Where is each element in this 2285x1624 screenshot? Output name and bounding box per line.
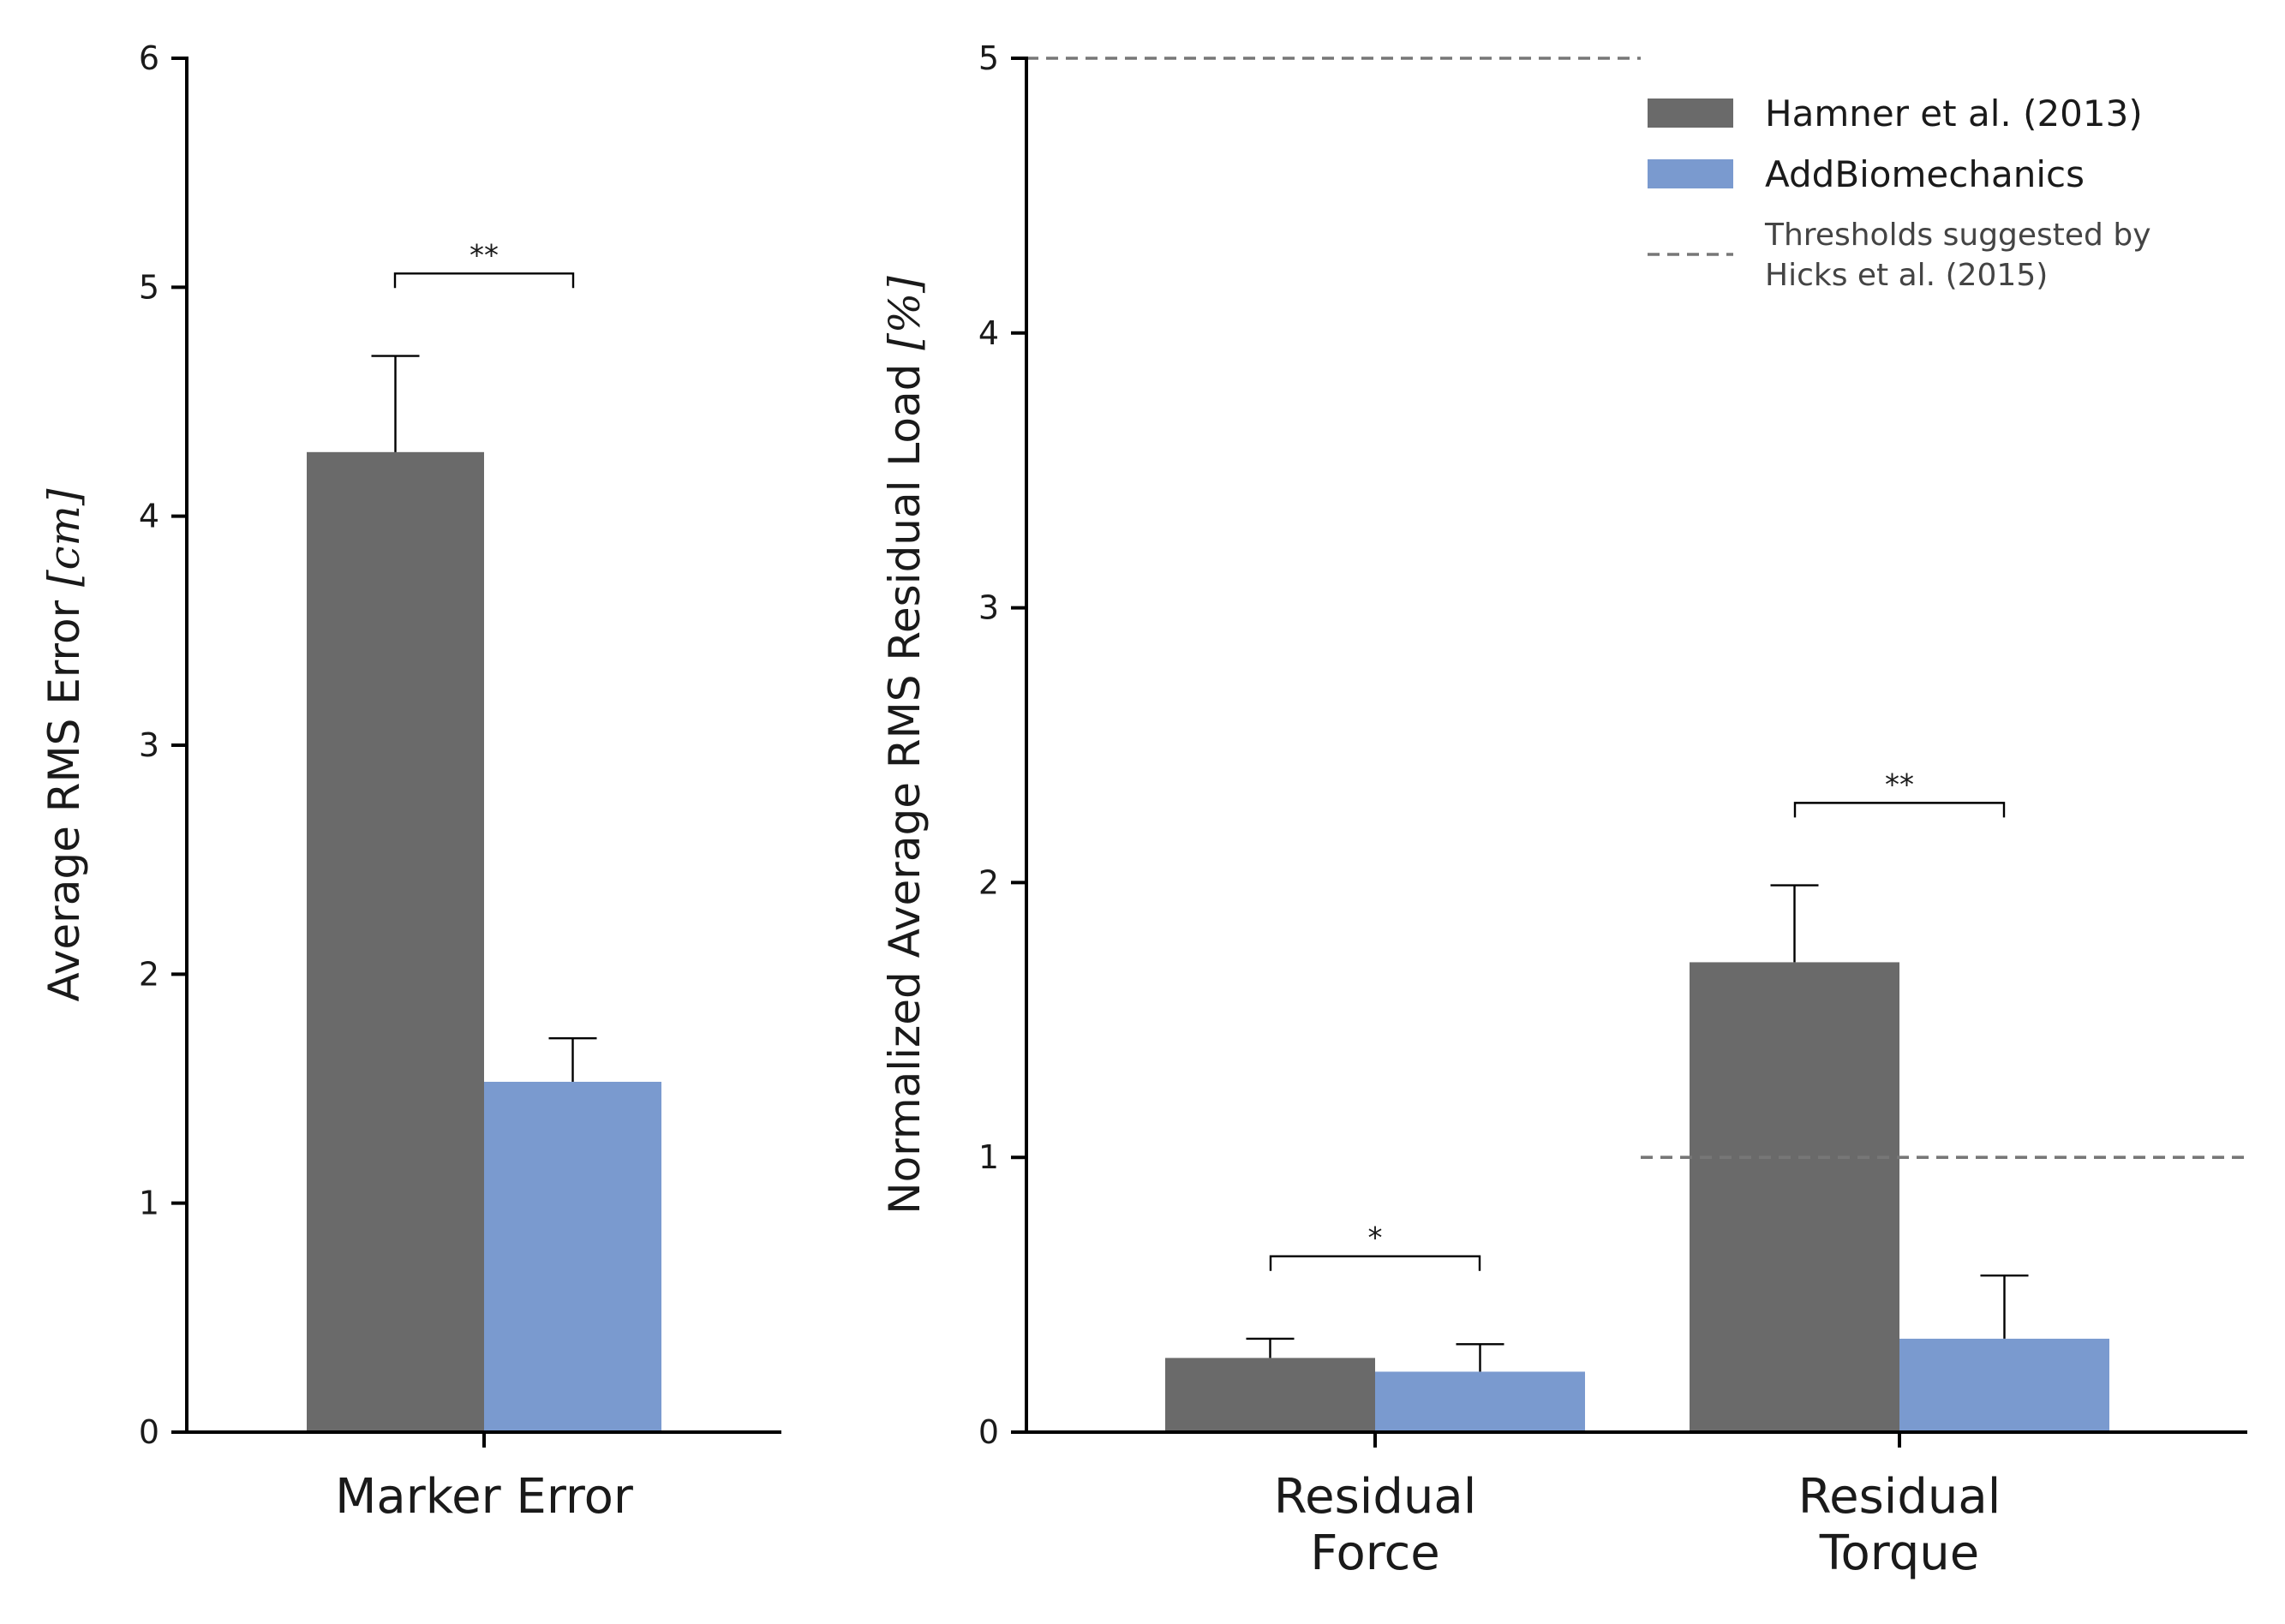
error-bar-addbio-1 [1980, 1274, 2029, 1339]
y-tick-label: 2 [139, 955, 159, 993]
x-category-label-line: Force [1310, 1525, 1440, 1581]
significance-bracket-0: ** [393, 238, 575, 289]
legend-label-hamner: Hamner et al. (2013) [1765, 93, 2143, 134]
y-tick-label: 1 [978, 1138, 999, 1176]
x-category-label-line: Torque [1819, 1525, 1979, 1581]
x-category-label-line: Residual [1274, 1469, 1477, 1525]
y-tick-label: 0 [978, 1413, 999, 1451]
y-tick-label: 0 [139, 1413, 159, 1451]
y-tick-label: 4 [978, 314, 999, 352]
marker-error-chart: ** 0 1 2 3 4 5 6 Marker Error Average RMS Error [… [39, 39, 781, 1525]
bracket-line [393, 272, 575, 289]
error-bar-addbio-0 [548, 1036, 597, 1082]
y-tick-label: 5 [139, 268, 159, 306]
legend-label-addbio: AddBiomechanics [1765, 153, 2085, 195]
bar-hamner-0 [307, 451, 484, 1432]
y-tick-label: 3 [139, 726, 159, 764]
significance-bracket-0: * [1269, 1221, 1481, 1271]
bar-addbio-0 [484, 1081, 661, 1432]
legend-swatch-hamner [1648, 99, 1733, 128]
y-axis-label: Average RMS Error [cm] [39, 488, 89, 1001]
y-axis-label: Normalized Average RMS Residual Load [%] [880, 276, 930, 1215]
x-category-label-line: Marker Error [335, 1469, 634, 1525]
legend-label-threshold-line: Thresholds suggested by [1764, 218, 2151, 253]
error-bar-hamner-0 [371, 355, 420, 452]
y-tick-label: 2 [978, 863, 999, 901]
bracket-line [1793, 802, 2006, 818]
bracket-line [1269, 1255, 1481, 1271]
significance-label: ** [1885, 767, 1914, 802]
y-axis-label-text: Average RMS Error [39, 587, 89, 1002]
error-bar-hamner-0 [1246, 1337, 1295, 1358]
bar-addbio-0 [1375, 1371, 1585, 1432]
error-bar-hamner-1 [1770, 884, 1819, 963]
bar-addbio-1 [1899, 1338, 2109, 1432]
legend: Hamner et al. (2013) AddBiomechanics Thres… [1648, 93, 2151, 293]
y-tick-label: 1 [139, 1185, 159, 1222]
y-axis-label-unit: [cm] [39, 488, 89, 587]
residual-load-chart: ***012345ResidualForceResidualTorqueNorm… [880, 39, 2247, 1581]
significance-label: * [1368, 1221, 1383, 1256]
bar-hamner-0 [1165, 1358, 1375, 1432]
y-tick-label: 6 [139, 39, 159, 77]
y-axis-label-unit: [%] [880, 276, 930, 350]
legend-label-threshold-line: Hicks et al. (2015) [1765, 258, 2048, 293]
bar-hamner-1 [1690, 962, 1899, 1432]
error-bar-addbio-0 [1456, 1343, 1504, 1372]
y-tick-label: 3 [978, 589, 999, 627]
significance-bracket-1: ** [1793, 767, 2006, 818]
x-category-label-0: Marker Error [335, 1469, 634, 1525]
y-tick-label: 5 [978, 39, 999, 77]
x-category-label-line: Residual [1798, 1469, 2001, 1525]
significance-label: ** [470, 238, 499, 272]
legend-swatch-addbio [1648, 159, 1733, 188]
y-tick-label: 4 [139, 498, 159, 535]
y-axis-label-text: Normalized Average RMS Residual Load [880, 350, 930, 1215]
